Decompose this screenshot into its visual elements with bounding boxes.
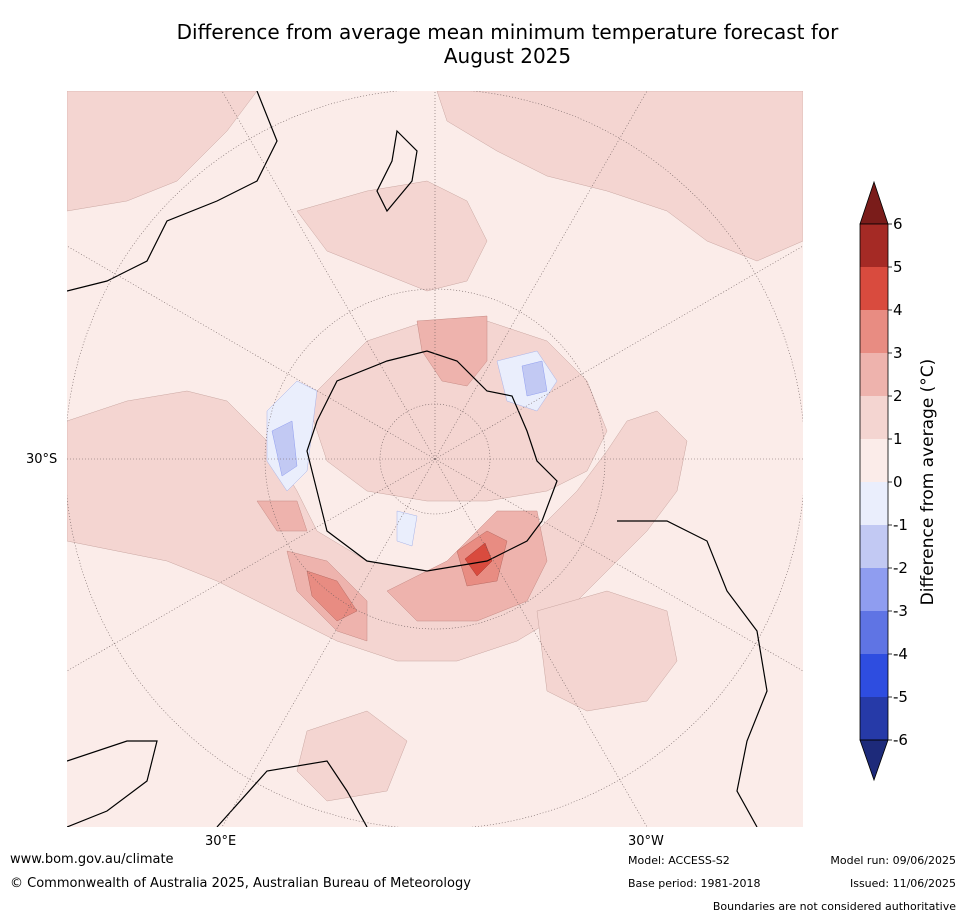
anomaly-region-indian-core [306,570,358,622]
footer-base-period: Base period: 1981-2018 [628,877,761,890]
anomaly-4-5-regions [464,542,493,577]
map-title: Difference from average mean minimum tem… [60,20,955,68]
colorbar-tick-label: 3 [893,344,903,362]
colorbar-tick-label: 6 [893,215,903,233]
footer-model-run: Model run: 09/06/2025 [830,854,956,867]
colorbar-tick-label: -6 [893,731,908,749]
colorbar-segment [860,482,888,525]
colorbar-tick-label: -3 [893,602,908,620]
anomaly-region-tasman [67,91,258,212]
colorbar: 6 5 4 3 2 1 0 -1 -2 -3 -4 -5 -6 [859,180,908,782]
footer-site: www.bom.gov.au/climate [10,852,174,867]
colorbar-segment [860,396,888,439]
colorbar-segment [860,439,888,482]
lat-label: 30°S [26,452,58,467]
anomaly-region-south-atlantic [536,590,678,712]
colorbar-tick-label: -2 [893,559,908,577]
colorbar-segment [860,525,888,568]
colorbar-tick-label: 5 [893,258,903,276]
colorbar-tick-label: -4 [893,645,908,663]
colorbar-label: Difference from average (°C) [918,358,938,606]
lon-label-left: 30°E [205,834,237,849]
cool-region-south [396,510,418,547]
colorbar-tick-label: 0 [893,473,903,491]
anomaly-region-ross [416,315,488,387]
colorbar-tick-label: -1 [893,516,908,534]
colorbar-tick-label: 2 [893,387,903,405]
colorbar-segment [860,568,888,611]
colorbar-tick-label: 4 [893,301,903,319]
polar-map [67,91,803,827]
footer-copyright: © Commonwealth of Australia 2025, Austra… [10,876,471,891]
colorbar-segment [860,697,888,740]
title-line-1: Difference from average mean minimum tem… [176,20,839,44]
lon-label-right: 30°W [628,834,664,849]
australia-coast [67,91,278,292]
coastlines [67,91,768,827]
colorbar-bottom-arrow [859,739,889,782]
africa-coast [67,740,158,827]
colorbar-segment [860,224,888,267]
colorbar-tick-label: 1 [893,430,903,448]
colorbar-segment [860,310,888,353]
antarctica-coast [306,350,558,572]
anomaly-region-north-pacific [436,91,803,262]
anomaly-cool-core [271,360,548,477]
graticule [67,91,803,827]
newzealand-coast [376,129,418,213]
colorbar-tick-label: -5 [893,688,908,706]
colorbar-segment [860,353,888,396]
title-line-2: August 2025 [443,44,572,68]
footer-disclaimer: Boundaries are not considered authoritat… [712,900,956,913]
anomaly-1-2-regions [67,91,803,802]
anomaly-region-indian-south [296,710,408,802]
anomaly-region-nz [296,180,488,292]
anomaly-region-kerguelen [256,500,308,532]
africa-coast-2 [216,760,368,827]
colorbar-segment [860,611,888,654]
south-america-coast [617,520,768,827]
colorbar-top-arrow [859,180,889,225]
footer-model: Model: ACCESS-S2 [628,854,730,867]
anomaly-region-weddell-peak [464,542,493,577]
footer-issued: Issued: 11/06/2025 [849,877,956,890]
colorbar-segment [860,267,888,310]
colorbar-segment [860,654,888,697]
